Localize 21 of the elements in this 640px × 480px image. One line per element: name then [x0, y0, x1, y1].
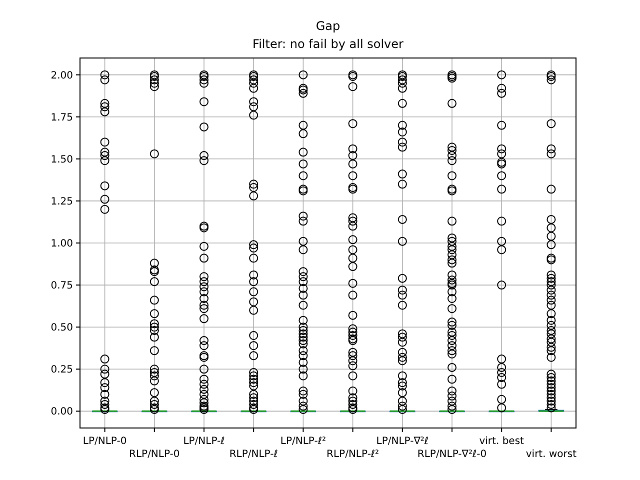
- x-tick-label: virt. best: [479, 436, 524, 447]
- y-tick-label: 0.50: [50, 322, 73, 334]
- y-tick-label: 0.00: [50, 406, 73, 418]
- x-tick-label: RLP/NLP-ℓ²: [326, 449, 380, 460]
- y-tick-label: 1.50: [50, 154, 73, 166]
- y-tick-label: 2.00: [50, 70, 73, 82]
- y-tick-label: 0.25: [50, 364, 73, 376]
- chart-title: Gap: [316, 19, 340, 33]
- x-tick-label: LP/NLP-ℓ: [183, 436, 225, 447]
- x-tick-label: RLP/NLP-ℓ: [229, 449, 278, 460]
- x-tick-label: LP/NLP-ℓ²: [280, 436, 326, 447]
- y-tick-label: 1.75: [50, 112, 73, 124]
- y-tick-label: 0.75: [50, 280, 73, 292]
- x-tick-label: RLP/NLP-0: [129, 449, 180, 460]
- x-tick-label: LP/NLP-0: [82, 436, 127, 447]
- y-tick-label: 1.25: [50, 196, 73, 208]
- chart-subtitle: Filter: no fail by all solver: [252, 37, 404, 51]
- x-tick-label: virt. worst: [526, 449, 577, 460]
- y-tick-label: 1.00: [50, 238, 73, 250]
- x-tick-label: RLP/NLP-∇²ℓ-0: [417, 449, 487, 460]
- x-tick-label: LP/NLP-∇²ℓ: [376, 436, 429, 447]
